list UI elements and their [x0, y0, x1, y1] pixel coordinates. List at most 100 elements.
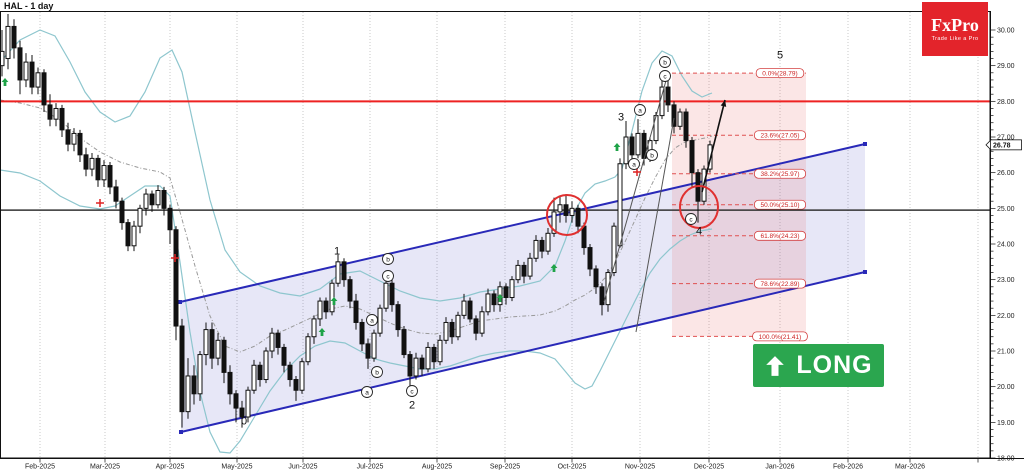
candle-body	[173, 229, 179, 327]
candle-body	[677, 111, 683, 127]
candle-body	[149, 193, 155, 206]
fib-label-box	[752, 331, 808, 342]
candle-body	[449, 321, 455, 338]
fib-label-box	[755, 68, 805, 79]
wave-letter-circle	[659, 56, 671, 68]
candle-body	[503, 286, 509, 299]
candle-body	[437, 339, 443, 363]
current-price-label: 26.78	[993, 142, 1011, 149]
candle-body	[239, 407, 245, 418]
bollinger-lower-band	[1, 169, 713, 454]
time-axis-label: Apr-2025	[156, 464, 185, 471]
candle-body	[59, 107, 65, 131]
candle-body	[29, 61, 35, 88]
candle-body	[305, 336, 311, 363]
buy-signal-arrow-icon	[550, 264, 558, 272]
fib-levels[interactable]: 0.0%(28.79) 23.6%(27.05) 38.2%(25.97) 50.0%…	[672, 68, 808, 342]
channel-handle[interactable]	[179, 430, 183, 434]
candle-body	[323, 300, 329, 313]
candle-body	[515, 264, 521, 281]
wave-connector-line	[635, 117, 675, 333]
price-axis-label: 28.00	[997, 99, 1015, 106]
candle-body	[335, 261, 341, 284]
candle-body	[419, 357, 425, 370]
candle-body	[395, 304, 401, 331]
candle-body	[569, 207, 575, 216]
price-axis-label: 19.00	[997, 420, 1015, 427]
candle-body	[551, 211, 557, 234]
fib-label: 38.2%(25.97)	[760, 171, 799, 178]
candle-body	[131, 225, 137, 247]
time-axis-label: Nov-2025	[625, 464, 655, 471]
price-axis-label: 29.00	[997, 63, 1015, 70]
candle-body	[275, 332, 281, 348]
candle-body	[197, 354, 203, 395]
time-axis-label: Dec-2025	[694, 464, 724, 471]
candle-body	[317, 300, 323, 320]
channel-upper-line[interactable]	[179, 143, 866, 303]
wave-letter-circle	[659, 70, 671, 82]
candle-body	[215, 339, 221, 359]
candle-body	[47, 104, 53, 120]
time-axis[interactable]: Feb-2025 Mar-2025 Apr-2025 May-2025 Jun-2025…	[0, 458, 1024, 471]
channel-handle[interactable]	[863, 270, 867, 274]
wave-letter-circle	[646, 149, 658, 161]
wave-letter-circle	[382, 270, 394, 282]
candle-body	[407, 354, 413, 377]
candle-body	[443, 321, 449, 341]
fib-label-box	[754, 199, 807, 210]
candle-body	[269, 332, 275, 352]
trend-channel[interactable]	[178, 142, 867, 434]
time-axis-label: Mar-2025	[90, 464, 120, 471]
time-axis-label: Feb-2026	[833, 464, 863, 471]
fib-label-box	[754, 230, 807, 241]
candle-body	[191, 375, 197, 395]
candle-body	[617, 163, 623, 247]
candle-body	[371, 332, 377, 359]
candle-body	[629, 136, 635, 156]
candle-body	[533, 239, 539, 259]
price-axis[interactable]: 30.00 29.00 28.00 27.00 26.00 25.00 24.00 23.00…	[985, 0, 1024, 474]
candle-body	[389, 282, 395, 306]
candle-body	[539, 239, 545, 252]
fib-label: 61.8%(24.23)	[760, 233, 799, 240]
candle-body	[35, 72, 41, 88]
candle-body	[311, 318, 317, 338]
price-axis-label: 20.00	[997, 384, 1015, 391]
candle-body	[329, 282, 335, 313]
channel-handle[interactable]	[863, 142, 867, 146]
candle-body	[203, 329, 209, 356]
candle-body	[83, 154, 89, 170]
wave-number-label: 5	[777, 50, 783, 62]
candle-body	[521, 264, 527, 277]
highlight-circle[interactable]	[546, 194, 588, 236]
fxpro-logo: FxPro Trade Like a Pro	[922, 2, 988, 56]
wave-letter-circle	[366, 314, 378, 326]
candle-body	[257, 364, 263, 381]
candle-body	[401, 329, 407, 356]
candle-body	[263, 350, 269, 381]
moving-average-line	[1, 99, 713, 353]
fxpro-tagline: Trade Like a Pro	[931, 36, 979, 42]
candle-body	[167, 207, 173, 231]
candle-body	[89, 157, 95, 170]
wave-number-label: 1	[334, 246, 340, 258]
candle-body	[23, 61, 29, 81]
fib-label: 100.0%(21.41)	[759, 334, 802, 341]
candle-body	[65, 129, 71, 145]
candle-body	[113, 186, 119, 202]
candle-body	[287, 364, 293, 381]
highlight-circle[interactable]	[679, 185, 719, 229]
buy-signal-arrow-icon	[318, 328, 326, 336]
channel-lower-line[interactable]	[180, 271, 866, 433]
sell-signal-cross-icon	[171, 254, 179, 262]
candle-body	[245, 389, 251, 418]
time-axis-label: Jul-2025	[357, 464, 384, 471]
projection-arrow-line[interactable]	[701, 99, 726, 193]
channel-handle[interactable]	[178, 300, 182, 304]
fib-label: 0.0%(28.79)	[762, 71, 797, 78]
price-axis-label: 22.00	[997, 313, 1015, 320]
long-signal-label: LONG	[796, 351, 873, 379]
